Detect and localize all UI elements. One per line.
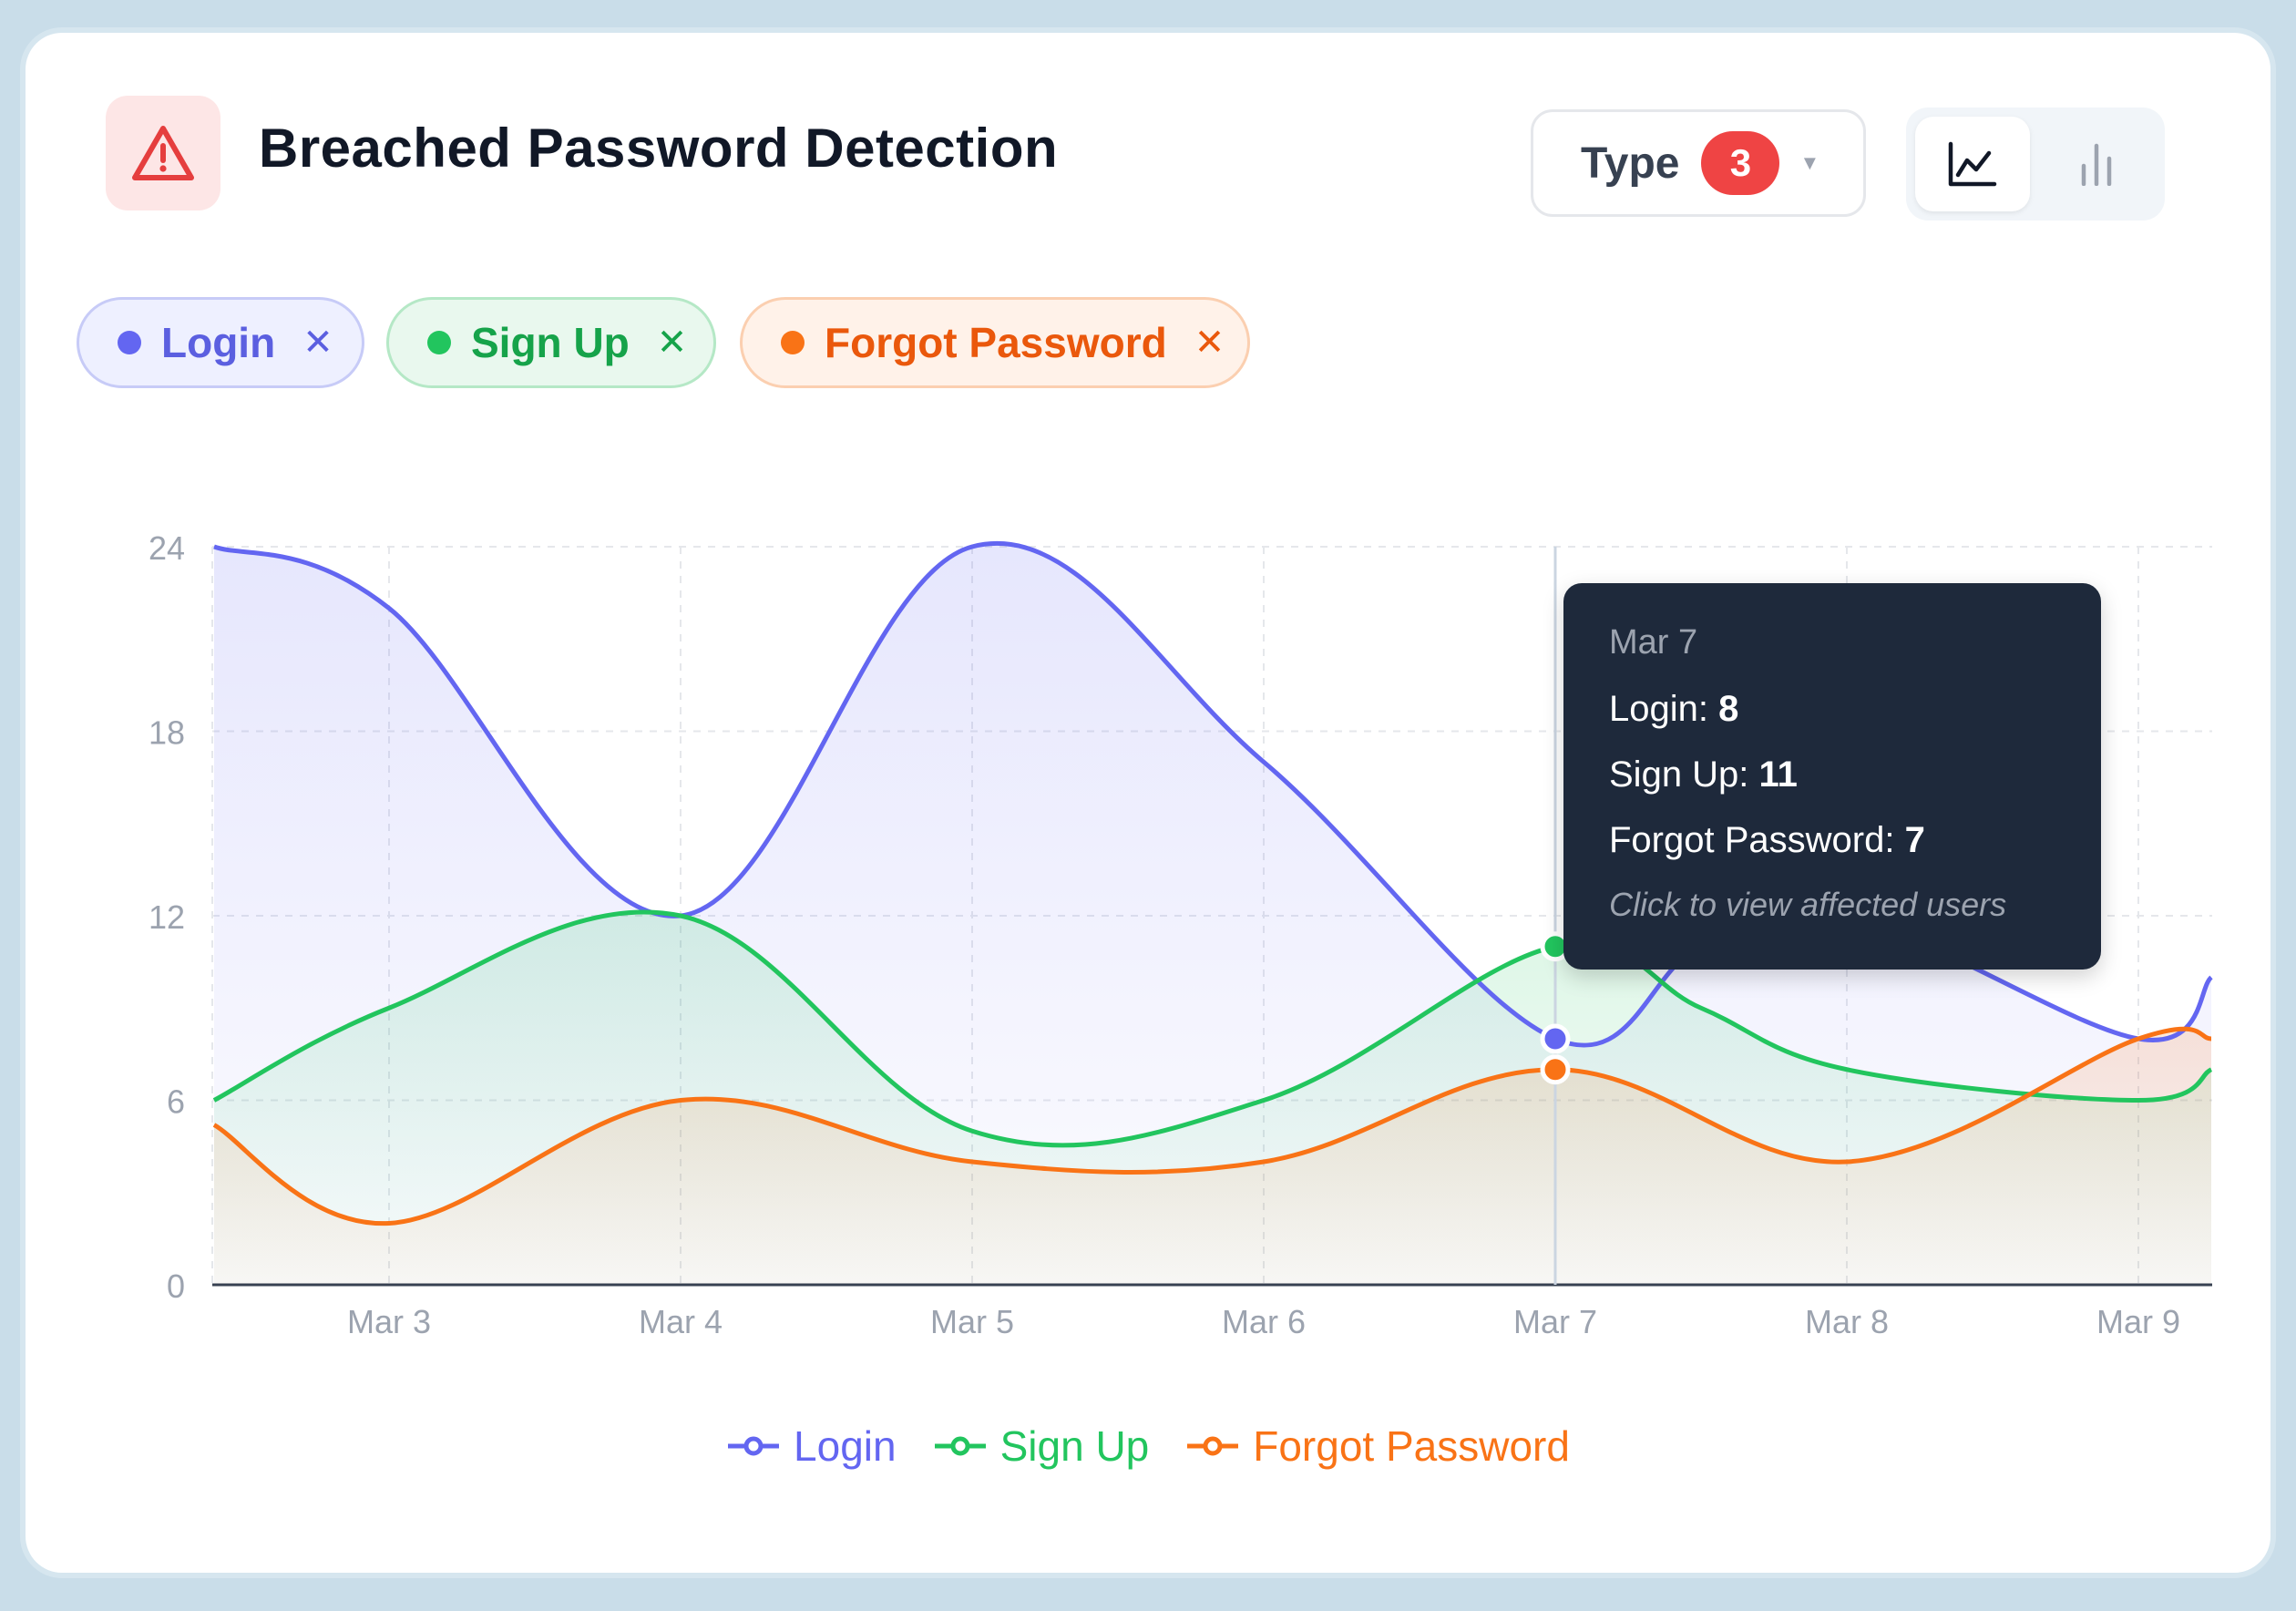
chart-tooltip[interactable]: Mar 7 Login: 8 Sign Up: 11 Forgot Passwo… xyxy=(1563,583,2101,970)
tooltip-value: 11 xyxy=(1758,754,1798,795)
y-tick-label: 24 xyxy=(149,529,185,567)
login-dot-icon xyxy=(118,331,141,354)
alert-triangle-icon xyxy=(132,126,194,180)
alert-icon-badge xyxy=(106,96,220,210)
legend-line-icon xyxy=(1187,1436,1239,1456)
type-filter-dropdown[interactable]: Type 3 ▼ xyxy=(1531,109,1866,217)
bar-chart-icon xyxy=(2081,143,2112,186)
y-tick-label: 0 xyxy=(167,1267,185,1305)
chart-legend: Login Sign Up Forgot Password xyxy=(0,1421,2296,1471)
type-filter-label: Type xyxy=(1581,139,1680,188)
x-tick-label: Mar 8 xyxy=(1805,1303,1889,1340)
forgot-password-dot-icon xyxy=(781,331,805,354)
tooltip-row-signup: Sign Up: 11 xyxy=(1609,754,2101,796)
remove-filter-icon[interactable]: ✕ xyxy=(1194,323,1225,363)
x-tick-label: Mar 3 xyxy=(347,1303,431,1340)
y-tick-label: 6 xyxy=(167,1083,185,1121)
series-line-forgot-password[interactable] xyxy=(212,1026,2212,1226)
page-title: Breached Password Detection xyxy=(259,118,1059,179)
x-tick-label: Mar 6 xyxy=(1222,1303,1306,1340)
y-tick-label: 12 xyxy=(149,898,185,936)
x-tick-label: Mar 9 xyxy=(2096,1303,2180,1340)
filter-chip-signup[interactable]: Sign Up ✕ xyxy=(386,297,716,388)
legend-item-login[interactable]: Login xyxy=(726,1421,897,1471)
caret-down-icon: ▼ xyxy=(1799,151,1820,174)
tooltip-row-forgot-password: Forgot Password: 7 xyxy=(1609,820,2101,862)
legend-label: Login xyxy=(794,1422,897,1470)
tooltip-hint: Click to view affected users xyxy=(1609,886,2007,923)
tooltip-row-login: Login: 8 xyxy=(1609,689,2101,731)
data-point-forgot-password[interactable] xyxy=(1540,1054,1571,1085)
area-fill-forgot-password xyxy=(214,1029,2211,1285)
view-mode-toggle xyxy=(1906,108,2165,221)
type-filter-count-badge: 3 xyxy=(1701,131,1780,195)
remove-filter-icon[interactable]: ✕ xyxy=(302,323,333,363)
tooltip-value: 8 xyxy=(1718,689,1739,729)
x-tick-label: Mar 7 xyxy=(1513,1303,1597,1340)
x-tick-label: Mar 5 xyxy=(930,1303,1014,1340)
tooltip-label: Sign Up: xyxy=(1609,754,1749,795)
data-point-login[interactable] xyxy=(1540,1023,1571,1054)
remove-filter-icon[interactable]: ✕ xyxy=(656,323,688,363)
legend-line-icon xyxy=(934,1436,986,1456)
line-view-button[interactable] xyxy=(1915,117,2030,211)
legend-item-forgot-password[interactable]: Forgot Password xyxy=(1185,1421,1570,1471)
tooltip-label: Forgot Password: xyxy=(1609,820,1895,860)
filter-chip-label: Login xyxy=(161,319,276,366)
line-chart-icon xyxy=(1948,141,1997,187)
tooltip-date: Mar 7 xyxy=(1609,623,1698,662)
filter-chip-login[interactable]: Login ✕ xyxy=(77,297,364,388)
tooltip-label: Login: xyxy=(1609,689,1708,729)
legend-line-icon xyxy=(728,1436,780,1456)
legend-label: Forgot Password xyxy=(1253,1422,1570,1470)
signup-dot-icon xyxy=(427,331,451,354)
filter-chip-label: Forgot Password xyxy=(825,319,1167,366)
legend-label: Sign Up xyxy=(999,1422,1150,1470)
bar-view-button[interactable] xyxy=(2039,117,2154,211)
x-tick-label: Mar 4 xyxy=(639,1303,723,1340)
tooltip-value: 7 xyxy=(1904,820,1925,860)
legend-item-signup[interactable]: Sign Up xyxy=(933,1421,1150,1471)
filter-chip-label: Sign Up xyxy=(471,319,630,366)
filter-chip-forgot-password[interactable]: Forgot Password ✕ xyxy=(740,297,1250,388)
series-line-signup[interactable] xyxy=(212,909,2213,1148)
y-tick-label: 18 xyxy=(149,714,185,752)
